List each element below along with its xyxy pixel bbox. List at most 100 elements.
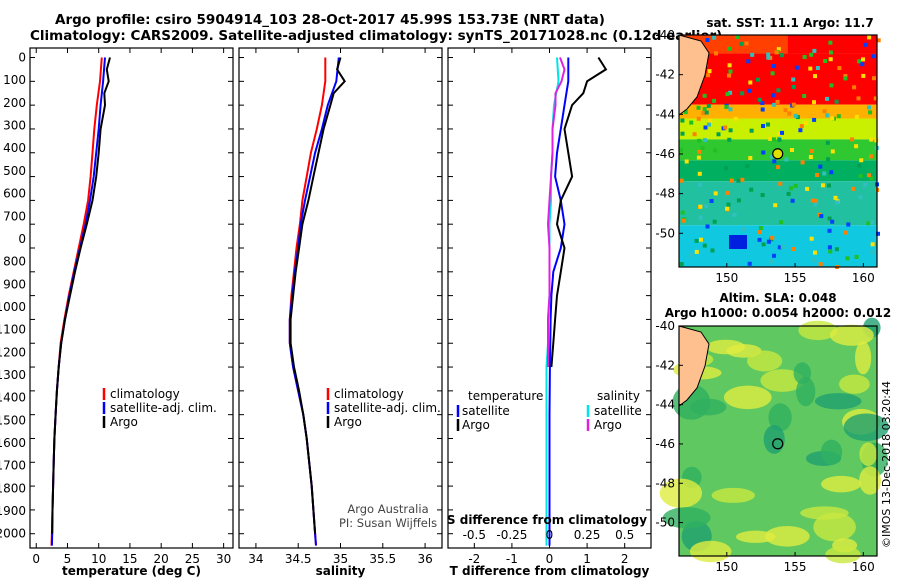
sst-pixel — [788, 186, 793, 191]
sst-pixel — [813, 250, 817, 255]
x-tick-label: 30 — [216, 552, 231, 566]
depth-tick-label: 400 — [3, 141, 26, 155]
x-tick-label: 36 — [417, 552, 432, 566]
sst-pixel — [859, 158, 864, 163]
sst-pixel — [699, 237, 703, 242]
sst-pixel — [829, 83, 834, 88]
x-tick-label: -1 — [506, 552, 518, 566]
map-x-tick-label: 160 — [852, 271, 875, 285]
map-x-tick-label: 155 — [784, 271, 807, 285]
panel-frame — [29, 47, 234, 549]
x-axis-label: T difference from climatology — [450, 564, 650, 578]
sst-pixel — [727, 63, 732, 68]
sst-pixel — [748, 156, 753, 160]
sst-pixel — [790, 198, 795, 203]
sst-pixel — [694, 238, 699, 243]
sst-pixel — [828, 50, 833, 55]
sst-pixel — [803, 121, 808, 125]
sla-blob — [854, 341, 872, 375]
sst-pixel — [760, 101, 765, 105]
sst-pixel — [697, 171, 702, 176]
sst-pixel — [870, 220, 875, 225]
sst-pixel — [735, 35, 740, 39]
sst-pixel — [740, 177, 745, 182]
sst-pixel — [791, 102, 796, 107]
sst-pixel — [747, 261, 752, 266]
sst-pixel — [780, 130, 784, 135]
legend-label: satellite-adj. clim. — [110, 401, 217, 415]
series-line-argo — [546, 57, 566, 367]
sst-pixel — [863, 182, 868, 187]
sst-pixel — [870, 250, 875, 254]
sst-pixel — [777, 132, 782, 137]
top-tick-label: 0.25 — [574, 528, 601, 542]
depth-tick-label: 1300 — [0, 368, 26, 382]
depth-tick-label: 300 — [3, 119, 26, 133]
map-y-tick-label: -46 — [655, 147, 675, 161]
sst-pixel — [809, 149, 814, 153]
sst-pixel — [680, 210, 685, 215]
sst-pixel — [705, 38, 710, 42]
sst-band — [679, 118, 877, 140]
sla-blob — [821, 475, 862, 493]
sst-pixel — [777, 137, 782, 142]
sla-blob — [764, 526, 810, 547]
sst-pixel — [709, 199, 714, 203]
sst-pixel — [809, 52, 814, 57]
sst-pixel — [702, 107, 707, 112]
sst-pixel — [739, 41, 744, 46]
sst-pixel — [725, 206, 730, 211]
map-y-tick-label: -48 — [655, 476, 675, 490]
sst-pixel — [701, 111, 706, 116]
sst-pixel — [747, 88, 752, 93]
legend-label: satellite — [594, 404, 642, 418]
sst-pixel — [698, 204, 703, 209]
depth-tick-label: 200 — [3, 96, 26, 110]
depth-tick-label: 1100 — [0, 323, 26, 337]
x-tick-label: 10 — [91, 552, 106, 566]
sla-blob — [820, 439, 843, 465]
sst-pixel — [750, 52, 755, 57]
sst-pixel — [698, 182, 702, 187]
map-y-tick-label: -50 — [655, 516, 675, 530]
sst-pixel — [783, 108, 788, 113]
sst-pixel — [846, 222, 851, 227]
depth-tick-label: 1800 — [0, 481, 26, 495]
sla-blob — [659, 478, 703, 508]
depth-tick-label: 1600 — [0, 436, 26, 450]
sst-pixel — [812, 100, 816, 105]
sst-pixel — [814, 199, 818, 204]
sst-pixel — [799, 124, 804, 129]
sst-pixel — [845, 256, 850, 261]
sst-pixel — [680, 118, 685, 123]
sst-pixel — [828, 249, 833, 254]
sst-pixel — [787, 111, 792, 116]
sla-blob — [768, 403, 792, 432]
sst-map-title: sat. SST: 11.1 Argo: 11.7 — [706, 16, 873, 30]
sst-pixel — [770, 71, 775, 76]
timestamp-stamp: ©IMOS 13-Dec-2018 03:20:44 — [880, 381, 893, 548]
sst-pixel — [702, 138, 707, 143]
sst-pixel — [808, 66, 813, 71]
sst-pixel — [771, 93, 776, 98]
sst-pixel — [741, 227, 746, 232]
sst-pixel — [867, 35, 872, 40]
depth-tick-label: 900 — [3, 277, 26, 291]
sst-pixel — [834, 247, 839, 252]
sst-pixel — [688, 252, 693, 257]
sst-pixel — [808, 155, 813, 159]
sla-blob — [859, 442, 878, 467]
sst-band — [679, 160, 877, 182]
x-tick-label: 5 — [64, 552, 72, 566]
sst-pixel — [728, 69, 733, 74]
sst-pixel — [745, 164, 750, 169]
depth-tick-label: 500 — [3, 164, 26, 178]
sst-pixel — [707, 69, 712, 74]
sst-pixel — [689, 120, 694, 125]
sst-pixel — [748, 80, 753, 85]
sst-pixel — [811, 257, 816, 262]
sst-pixel — [863, 42, 868, 47]
legend-label: satellite-adj. clim. — [334, 401, 441, 415]
sst-pixel — [812, 48, 817, 53]
